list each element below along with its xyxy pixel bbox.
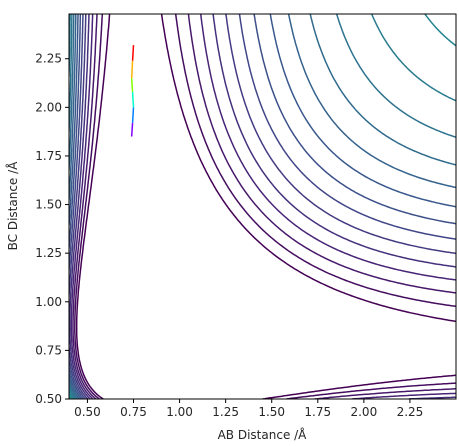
plot-frame bbox=[68, 13, 457, 400]
contour-level bbox=[69, 14, 456, 399]
y-tick-label: 1.75 bbox=[35, 149, 62, 163]
contour-level bbox=[70, 14, 456, 399]
contour-level bbox=[69, 14, 456, 399]
y-axis-label: BC Distance /Å bbox=[5, 161, 20, 251]
y-tick-label: 0.50 bbox=[35, 392, 62, 406]
trajectory-segment bbox=[130, 122, 134, 137]
trajectory-segment bbox=[131, 107, 135, 123]
contour-level bbox=[74, 14, 456, 399]
x-tick-label: 2.25 bbox=[397, 405, 424, 419]
contour-level bbox=[72, 14, 456, 399]
x-tick-label: 1.00 bbox=[166, 405, 193, 419]
x-axis-ticks: 0.50 0.75 1.00 1.25 1.50 1.75 2.00 2.25 bbox=[74, 399, 423, 419]
contour-level bbox=[69, 14, 456, 399]
contour-level bbox=[69, 14, 456, 399]
trajectory-segment bbox=[131, 45, 135, 61]
x-tick-label: 0.75 bbox=[120, 405, 147, 419]
y-tick-label: 2.00 bbox=[35, 100, 62, 114]
contour-level bbox=[69, 14, 456, 399]
y-tick-label: 2.25 bbox=[35, 52, 62, 66]
y-tick-label: 1.25 bbox=[35, 246, 62, 260]
trajectory-line bbox=[130, 45, 135, 137]
contour-level bbox=[69, 14, 456, 399]
contour-level bbox=[69, 14, 456, 399]
trajectory-segment bbox=[130, 78, 134, 92]
contour-level bbox=[69, 14, 456, 399]
contour-lines bbox=[69, 14, 456, 399]
trajectory-segment bbox=[130, 60, 134, 79]
trajectory-segment bbox=[131, 91, 135, 108]
y-tick-label: 1.50 bbox=[35, 198, 62, 212]
x-tick-label: 2.00 bbox=[350, 405, 377, 419]
y-tick-label: 1.00 bbox=[35, 295, 62, 309]
x-tick-label: 1.50 bbox=[258, 405, 285, 419]
x-tick-label: 1.25 bbox=[212, 405, 239, 419]
x-axis-label: AB Distance /Å bbox=[218, 427, 308, 442]
y-tick-label: 0.75 bbox=[35, 343, 62, 357]
contour-level bbox=[75, 14, 456, 399]
x-tick-label: 1.75 bbox=[304, 405, 331, 419]
x-tick-label: 0.50 bbox=[74, 405, 101, 419]
y-axis-ticks: 0.50 0.75 1.00 1.25 1.50 1.75 2.00 2.25 bbox=[35, 52, 69, 406]
